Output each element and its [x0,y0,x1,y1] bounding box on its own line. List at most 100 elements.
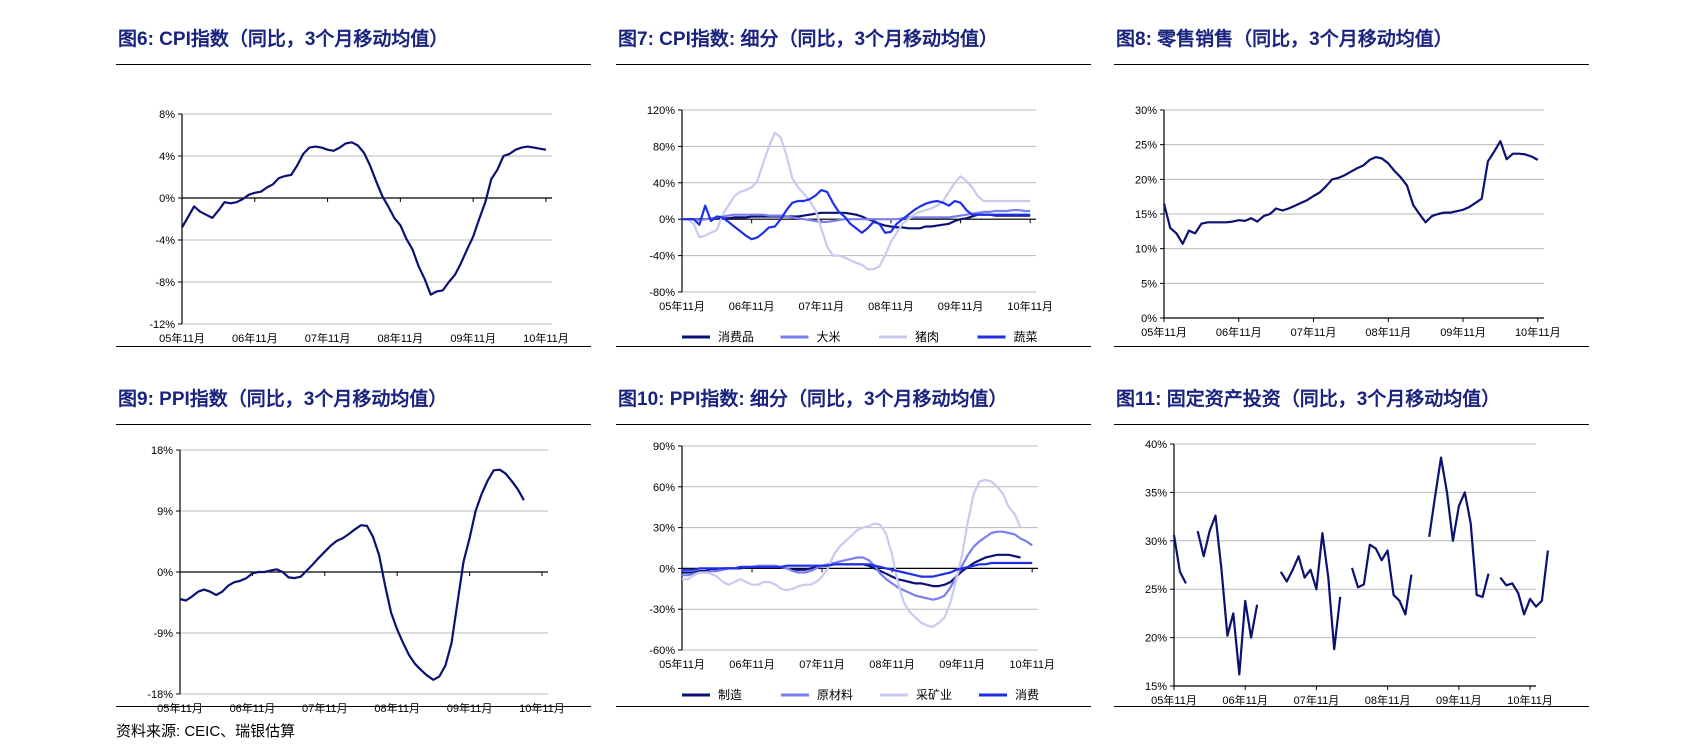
chart-panel-fig11: 图11: 固定资产投资（同比，3个月移动均值） 40% 35% 30% 25% 20% 1… [1114,384,1589,714]
x-tick-label: 09年11月 [1440,325,1486,339]
top-rule [1114,64,1589,65]
x-tick-label: 05年11月 [1141,325,1187,339]
bottom-rule [616,706,1091,707]
x-tick-label: 08年11月 [378,331,424,345]
x-tick-label: 06年11月 [232,331,278,345]
legend-label: 消费品 [718,330,754,344]
bottom-rule [116,706,591,707]
x-tick-label: 05年11月 [659,657,705,671]
bottom-rule [1114,706,1589,707]
series-line-1 [682,530,1033,601]
x-tick-label: 07年11月 [799,657,845,671]
x-tick-label: 10年11月 [523,331,569,345]
y-tick-label: -18% [147,689,173,701]
chart-title: 图9: PPI指数（同比，3个月移动均值） [118,389,448,410]
chart-title: 图8: 零售销售（同比，3个月移动均值） [1116,29,1453,50]
y-tick-label: -8% [155,277,175,289]
chart-panel-fig8: 图8: 零售销售（同比，3个月移动均值） 30% 25% 20% 15% 10% 5% 0%… [1114,24,1589,354]
y-tick-label: -60% [649,645,675,657]
chart-title: 图10: PPI指数: 细分（同比，3个月移动均值） [618,389,1008,410]
chart-title: 图7: CPI指数: 细分（同比，3个月移动均值） [618,29,999,50]
y-tick-label: 80% [653,141,675,153]
y-tick-label: 0% [659,214,675,226]
y-tick-label: 9% [157,506,173,518]
x-tick-label: 07年11月 [305,331,351,345]
chart-panel-fig10: 图10: PPI指数: 细分（同比，3个月移动均值） 90% 60% 30% 0% -3… [616,384,1091,714]
chart-title: 图6: CPI指数（同比，3个月移动均值） [118,29,449,50]
x-tick-label: 06年11月 [729,657,775,671]
chart-fig8: 30% 25% 20% 15% 10% 5% 0%05年11月 06年11月 07年11月 08年… [1135,105,1561,339]
chart-fig7: 120% 80% 40% 0% -40% -80%05年11月 06年11月 07年11月 08… [647,105,1053,344]
chart-fig6: 8% 4% 0% -4% -8% -12%05年11月 06年11月 07年11月 08年11月… [149,109,569,345]
x-tick-label: 09年11月 [450,331,496,345]
series-line-2 [682,478,1022,628]
x-tick-label: 06年11月 [1222,693,1268,707]
x-tick-label: 08年11月 [869,657,915,671]
x-tick-label: 09年11月 [1436,693,1482,707]
series-line-1 [682,209,1031,223]
series-line-2 [682,131,1031,271]
y-tick-label: 60% [653,482,675,494]
top-rule [116,424,591,425]
y-tick-label: 30% [1135,105,1157,117]
y-tick-label: 40% [653,178,675,190]
y-tick-label: -12% [149,319,175,331]
x-tick-label: 07年11月 [798,299,844,313]
y-tick-label: 8% [159,109,175,121]
top-rule [616,424,1091,425]
series-line-0 [1196,514,1259,676]
bottom-rule [116,346,591,347]
chart-fig9: 18% 9% 0% -9% -18%05年11月 06年11月 07年11月 08年11月 09… [147,445,565,715]
series-line-0 [1279,531,1342,651]
x-tick-label: 07年11月 [1294,693,1340,707]
x-tick-label: 08年11月 [868,299,914,313]
x-tick-label: 07年11月 [1291,325,1337,339]
y-tick-label: 5% [1141,278,1157,290]
series-line-0 [1350,543,1413,616]
y-tick-label: -4% [155,235,175,247]
series-line-0 [1162,140,1539,245]
x-tick-label: 10年11月 [519,701,565,715]
y-tick-label: -9% [153,628,173,640]
series-line-0 [179,468,525,681]
x-tick-label: 08年11月 [1365,325,1411,339]
y-tick-label: 20% [1145,633,1167,645]
y-tick-label: -40% [649,251,675,263]
y-tick-label: -80% [649,287,675,299]
bottom-rule [616,346,1091,347]
x-tick-label: 09年11月 [939,657,985,671]
y-tick-label: 4% [159,151,175,163]
series-line-3 [682,189,1031,241]
top-rule [1114,424,1589,425]
x-tick-label: 10年11月 [1515,325,1561,339]
y-tick-label: -30% [649,604,675,616]
y-tick-label: 20% [1135,174,1157,186]
x-tick-label: 08年11月 [374,701,420,715]
y-tick-label: 90% [653,441,675,453]
y-tick-label: 120% [647,105,675,117]
y-tick-label: 18% [151,445,173,457]
chart-panel-fig6: 图6: CPI指数（同比，3个月移动均值） 8% 4% 0% -4% -8% -12% 05… [116,24,591,354]
y-tick-label: 10% [1135,244,1157,256]
y-tick-label: 15% [1145,681,1167,693]
source-note: 资料来源: CEIC、瑞银估算 [116,723,296,740]
top-rule [616,64,1091,65]
y-tick-label: 30% [1145,536,1167,548]
x-tick-label: 05年11月 [659,299,705,313]
x-tick-label: 06年11月 [230,701,276,715]
x-tick-label: 06年11月 [1216,325,1262,339]
x-tick-label: 06年11月 [729,299,775,313]
y-tick-label: 25% [1135,140,1157,152]
chart-title: 图11: 固定资产投资（同比，3个月移动均值） [1116,389,1501,410]
x-tick-label: 10年11月 [1009,657,1055,671]
legend-label: 猪肉 [915,330,939,344]
series-line-0 [682,211,1031,230]
chart-fig11: 40% 35% 30% 25% 20% 15%05年11月 06年11月 07年11月 08年1… [1145,439,1553,707]
x-tick-label: 05年11月 [1151,693,1197,707]
y-tick-label: 35% [1145,487,1167,499]
y-tick-label: 0% [159,193,175,205]
top-rule [116,64,591,65]
x-tick-label: 07年11月 [302,701,348,715]
y-tick-label: 30% [653,523,675,535]
y-tick-label: 15% [1135,209,1157,221]
